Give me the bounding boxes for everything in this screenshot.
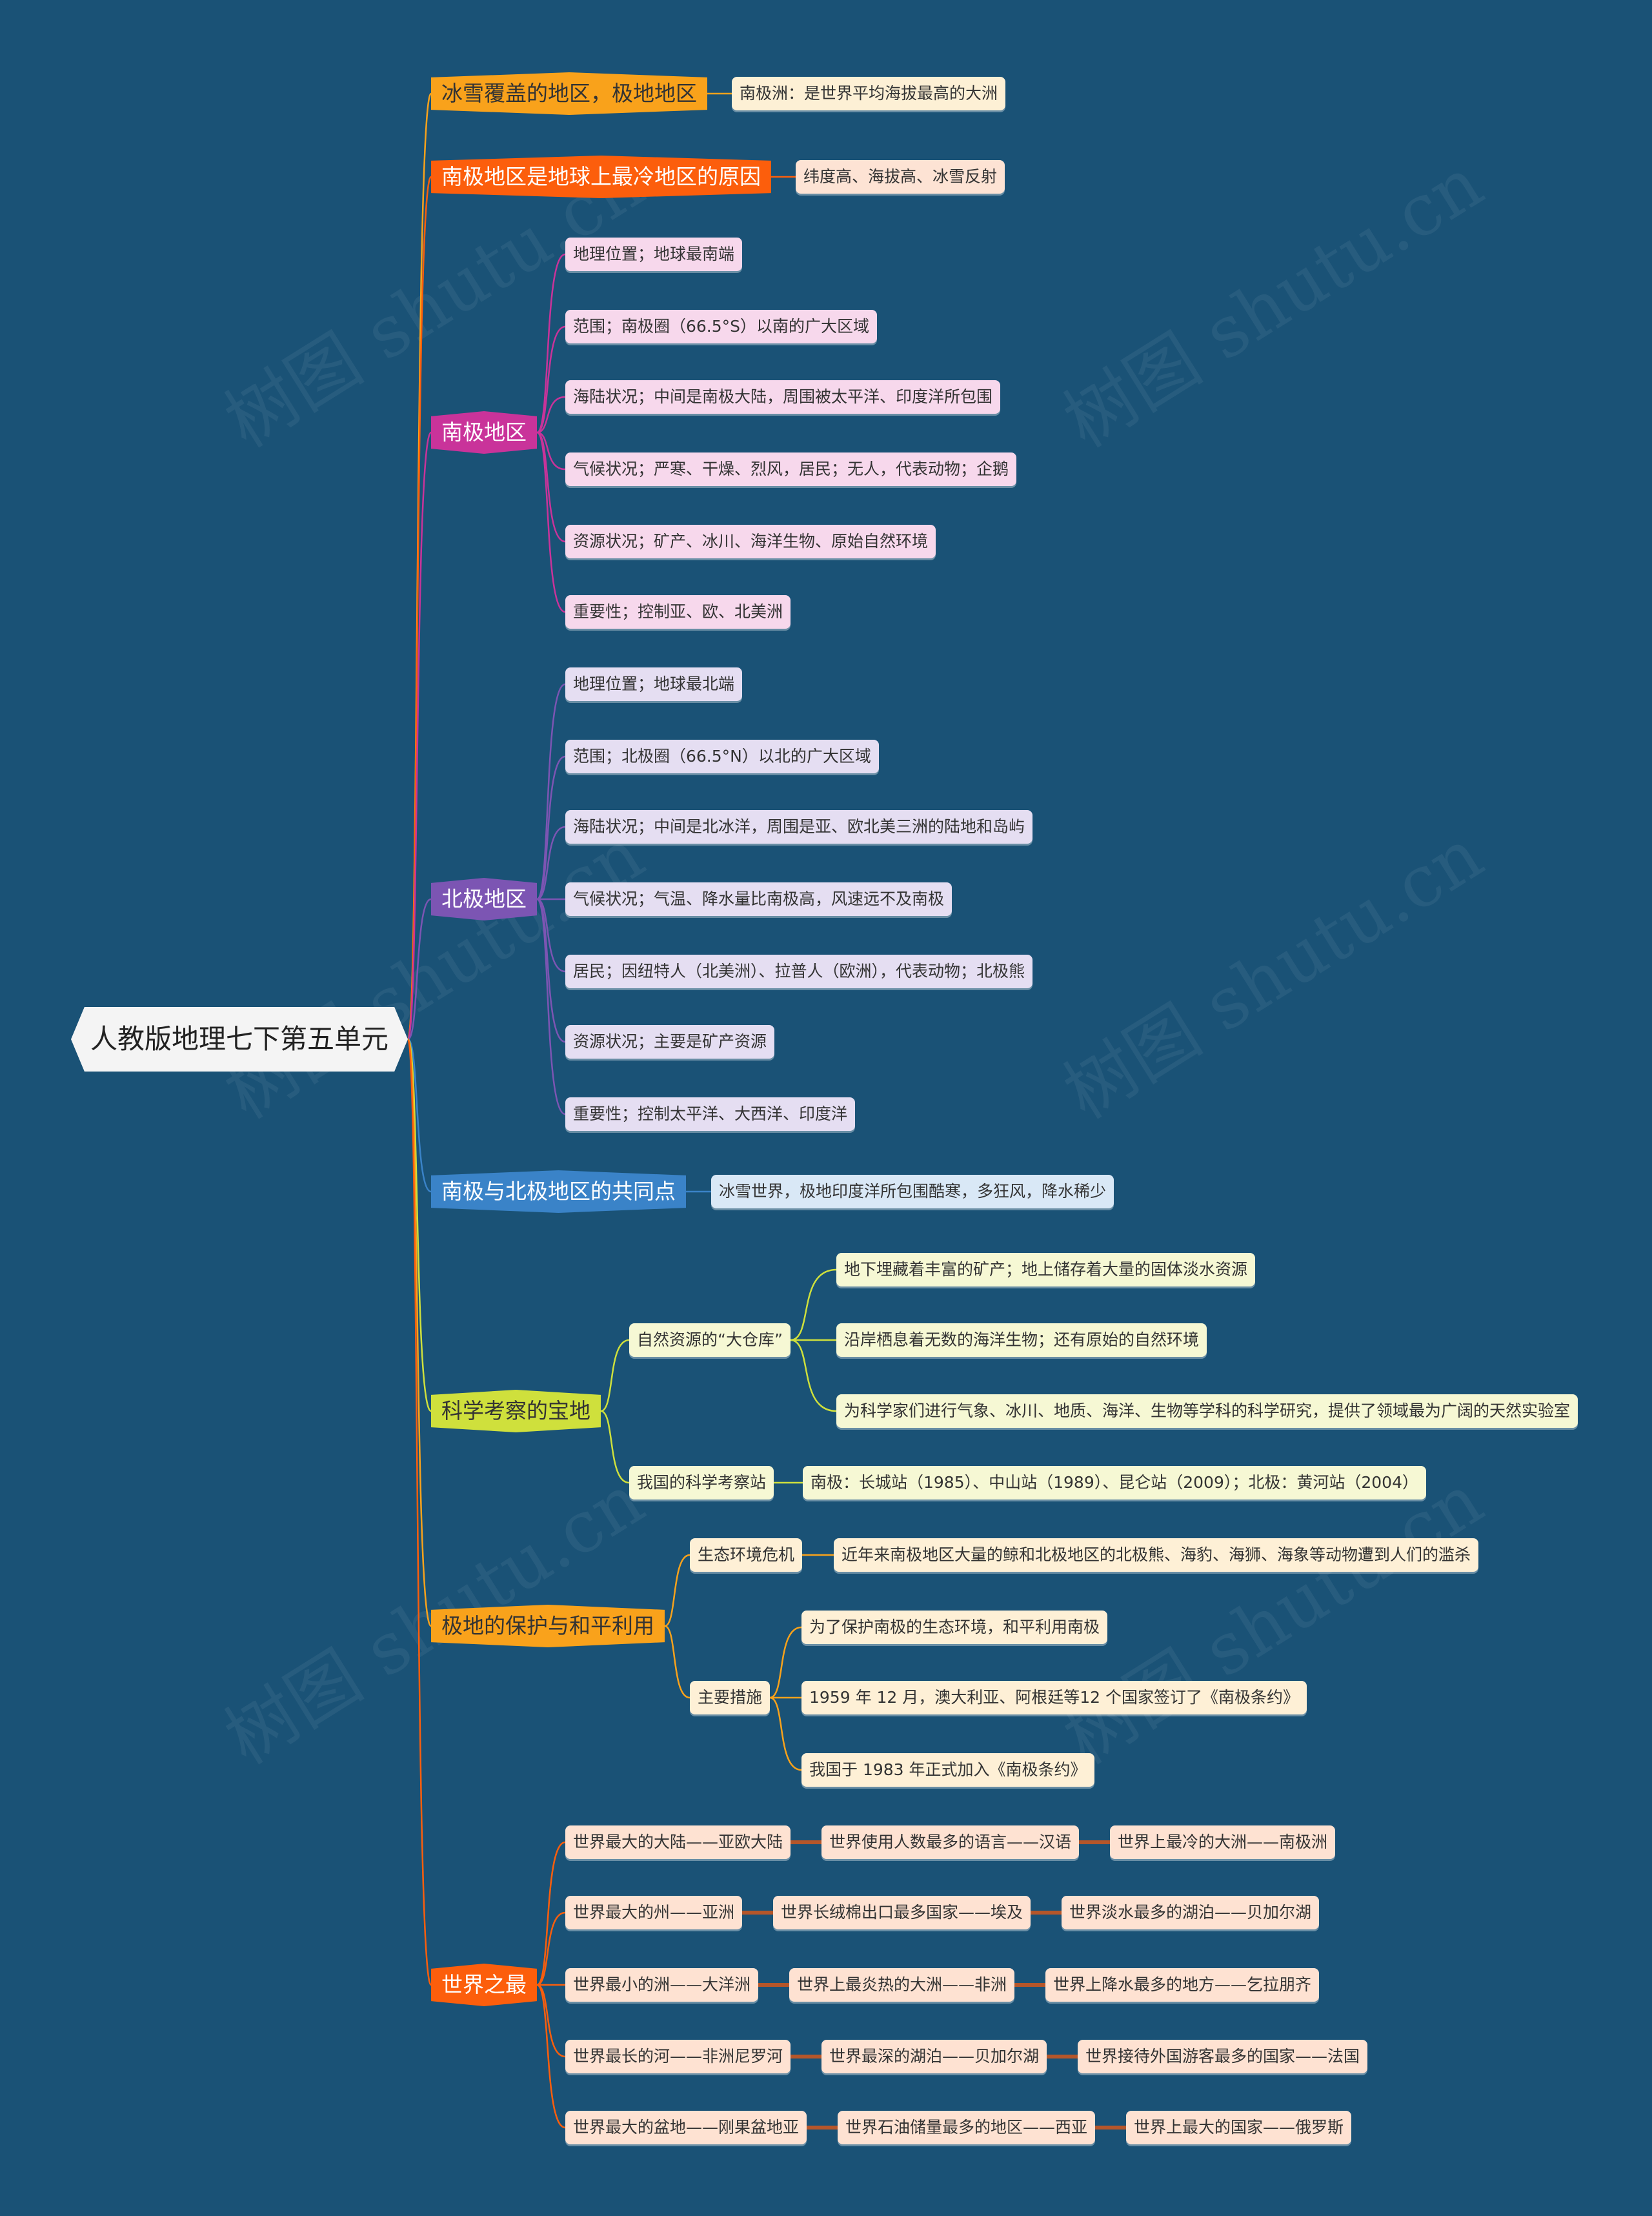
connector-line (600, 1410, 630, 1484)
connector-line (600, 1339, 630, 1412)
connector-line (536, 253, 566, 434)
leaf-node[interactable]: 世界石油储量最多的地区——西亚 (838, 2111, 1096, 2144)
leaf-node[interactable]: 我国于 1983 年正式加入《南极条约》 (801, 1753, 1094, 1787)
leaf-node[interactable]: 世界最大的州——亚洲 (565, 1896, 743, 1929)
leaf-node[interactable]: 重要性；控制太平洋、大西洋、印度洋 (565, 1097, 856, 1131)
branch-science[interactable]: 科学考察的宝地 (431, 1390, 601, 1432)
connector-line (407, 1038, 432, 1986)
branch-polar-regions[interactable]: 冰雪覆盖的地区，极地地区 (431, 72, 707, 115)
connector-line (536, 898, 566, 973)
leaf-node[interactable]: 资源状况；矿产、冰川、海洋生物、原始自然环境 (565, 525, 936, 558)
leaf-node[interactable]: 地理位置；地球最北端 (565, 667, 743, 701)
branch-protection[interactable]: 极地的保护与和平利用 (431, 1605, 665, 1647)
leaf-node[interactable]: 南极：长城站（1985）、中山站（1989）、昆仑站（2009）；北极：黄河站（… (803, 1466, 1426, 1499)
leaf-node[interactable]: 世界上最炎热的大洲——非洲 (789, 1968, 1015, 2002)
records-row: 世界最大的大陆——亚欧大陆 世界使用人数最多的语言——汉语 世界上最冷的大洲——… (565, 1825, 1336, 1859)
leaf-node[interactable]: 海陆状况；中间是北冰洋，周围是亚、欧北美三洲的陆地和岛屿 (565, 810, 1033, 844)
connector-line (769, 1696, 802, 1771)
leaf-node[interactable]: 冰雪世界，极地印度洋所包围酷寒，多狂风，降水稀少 (711, 1175, 1114, 1208)
records-row: 世界最长的河——非洲尼罗河 世界最深的湖泊——贝加尔湖 世界接待外国游客最多的国… (565, 2040, 1368, 2073)
leaf-node[interactable]: 纬度高、海拔高、冰雪反射 (796, 160, 1005, 194)
leaf-node[interactable]: 近年来南极地区大量的鲸和北极地区的北极熊、海豹、海狮、海象等动物遭到人们的滥杀 (834, 1538, 1479, 1572)
records-row: 世界最大的盆地——刚果盆地亚 世界石油储量最多的地区——西亚 世界上最大的国家—… (565, 2111, 1352, 2144)
leaf-node[interactable]: 范围；南极圈（66.5°S）以南的广大区域 (565, 310, 878, 343)
sub-topic-resources[interactable]: 自然资源的“大仓库” (629, 1323, 791, 1357)
leaf-node[interactable]: 世界长绒棉出口最多国家——埃及 (773, 1896, 1031, 1929)
leaf-node[interactable]: 世界最大的大陆——亚欧大陆 (565, 1825, 791, 1859)
connector-line (769, 1626, 802, 1699)
connector-line (536, 1841, 566, 1986)
leaf-node[interactable]: 地理位置；地球最南端 (565, 238, 743, 271)
records-row: 世界最大的州——亚洲 世界长绒棉出口最多国家——埃及 世界淡水最多的湖泊——贝加… (565, 1896, 1320, 1929)
leaf-node[interactable]: 世界最大的盆地——刚果盆地亚 (565, 2111, 807, 2144)
sub-topic-measures[interactable]: 主要措施 (690, 1681, 771, 1714)
connector-line (407, 431, 432, 1041)
connector-line (664, 1554, 690, 1627)
connector-line (536, 683, 566, 900)
branch-world-records[interactable]: 世界之最 (431, 1964, 537, 2006)
leaf-node[interactable]: 世界使用人数最多的语言——汉语 (821, 1825, 1080, 1859)
connector-line (407, 92, 432, 1041)
connector-line (536, 431, 566, 613)
branch-coldest-reason[interactable]: 南极地区是地球上最冷地区的原因 (431, 156, 771, 198)
root-topic[interactable]: 人教版地理七下第五单元 (71, 1007, 408, 1072)
leaf-node[interactable]: 居民；因纽特人（北美洲）、拉普人（欧洲），代表动物；北极熊 (565, 955, 1033, 988)
connector-line (407, 898, 432, 1041)
records-row: 世界最小的洲——大洋洲 世界上最炎热的大洲——非洲 世界上降水最多的地方——乞拉… (565, 1968, 1320, 2002)
leaf-node[interactable]: 资源状况；主要是矿产资源 (565, 1025, 775, 1059)
connector-line (536, 755, 566, 900)
leaf-node[interactable]: 海陆状况；中间是南极大陆，周围被太平洋、印度洋所包围 (565, 380, 1001, 414)
connector-line (536, 1911, 566, 1986)
leaf-node[interactable]: 地下埋藏着丰富的矿产；地上储存着大量的固体淡水资源 (836, 1253, 1256, 1286)
branch-common-points[interactable]: 南极与北极地区的共同点 (431, 1170, 686, 1213)
connector-line (664, 1625, 690, 1699)
connector-line (536, 396, 566, 434)
sub-topic-stations[interactable]: 我国的科学考察站 (629, 1466, 774, 1499)
leaf-node[interactable]: 气候状况；气温、降水量比南极高，风速远不及南极 (565, 882, 952, 916)
branch-antarctic[interactable]: 南极地区 (431, 411, 537, 454)
leaf-node[interactable]: 气候状况；严寒、干燥、烈风，居民；无人，代表动物；企鹅 (565, 452, 1017, 486)
leaf-node[interactable]: 南极洲：是世界平均海拔最高的大洲 (732, 77, 1006, 110)
connector-line (536, 431, 566, 543)
leaf-node[interactable]: 为科学家们进行气象、冰川、地质、海洋、生物等学科的科学研究，提供了领域最为广阔的… (836, 1394, 1578, 1428)
leaf-node[interactable]: 世界淡水最多的湖泊——贝加尔湖 (1062, 1896, 1320, 1929)
branch-arctic[interactable]: 北极地区 (431, 878, 537, 920)
connector-line (536, 431, 566, 471)
leaf-node[interactable]: 世界最深的湖泊——贝加尔湖 (821, 2040, 1047, 2073)
leaf-node[interactable]: 1959 年 12 月，澳大利亚、阿根廷等12 个国家签订了《南极条约》 (801, 1681, 1307, 1714)
leaf-node[interactable]: 世界最长的河——非洲尼罗河 (565, 2040, 791, 2073)
connector-line (536, 1984, 566, 2129)
connector-line (536, 1984, 566, 2058)
leaf-node[interactable]: 世界上最冷的大洲——南极洲 (1110, 1825, 1336, 1859)
leaf-node[interactable]: 世界接待外国游客最多的国家——法国 (1078, 2040, 1368, 2073)
leaf-node[interactable]: 沿岸栖息着无数的海洋生物；还有原始的自然环境 (836, 1323, 1207, 1357)
connector-line (536, 325, 566, 434)
leaf-node[interactable]: 为了保护南极的生态环境，和平利用南极 (801, 1611, 1108, 1644)
leaf-node[interactable]: 世界上最大的国家——俄罗斯 (1126, 2111, 1352, 2144)
connector-line (407, 1038, 432, 1627)
leaf-node[interactable]: 重要性；控制亚、欧、北美洲 (565, 595, 791, 629)
connector-line (536, 898, 566, 1115)
connector-line (536, 826, 566, 900)
connector-line (790, 1339, 837, 1412)
connector-line (790, 1268, 837, 1341)
leaf-node[interactable]: 世界上降水最多的地方——乞拉朋齐 (1045, 1968, 1320, 2002)
leaf-node[interactable]: 范围；北极圈（66.5°N）以北的广大区域 (565, 740, 879, 773)
connector-line (407, 1038, 432, 1193)
sub-topic-crisis[interactable]: 生态环境危机 (690, 1538, 803, 1572)
leaf-node[interactable]: 世界最小的洲——大洋洲 (565, 1968, 759, 2002)
